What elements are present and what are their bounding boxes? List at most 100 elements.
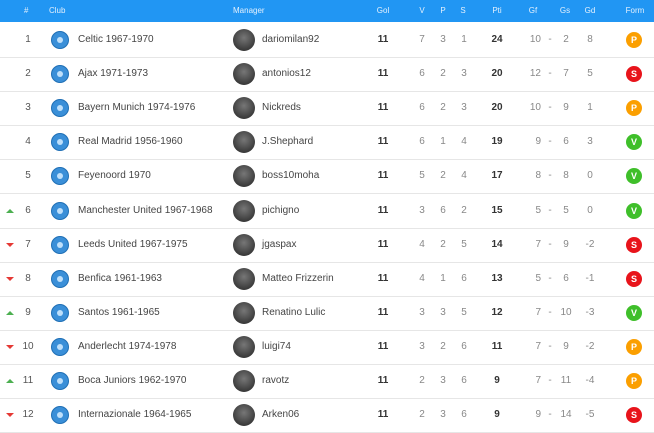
club-name: Bayern Munich 1974-1976 [78, 102, 196, 114]
wins: 6 [419, 68, 425, 80]
goals-against: 11 [560, 375, 572, 386]
wins: 2 [419, 409, 425, 421]
score-separator: - [548, 34, 552, 45]
club-name: Manchester United 1967-1968 [78, 204, 213, 216]
games: 11 [377, 409, 389, 421]
form-badge: S [626, 407, 642, 424]
form-badge: S [626, 236, 642, 253]
score-separator: - [548, 340, 552, 352]
trend-down [6, 344, 14, 349]
losses: 4 [461, 170, 467, 182]
score-separator: - [548, 204, 552, 216]
games: 11 [377, 272, 389, 284]
manager-name: Matteo Frizzerin [262, 272, 334, 284]
manager-name: Nickreds [262, 102, 301, 114]
trend-down [6, 413, 14, 418]
club-icon-ball [57, 173, 63, 180]
draws: 3 [440, 375, 446, 386]
draws: 1 [440, 136, 446, 148]
score-separator: - [548, 409, 552, 421]
manager-avatar [233, 404, 255, 427]
games: 11 [377, 136, 389, 148]
position: 11 [22, 375, 34, 386]
points: 9 [494, 409, 500, 421]
trend-down [6, 242, 14, 247]
manager-name: boss10moha [262, 170, 320, 182]
form-badge: P [626, 338, 642, 355]
club-icon [51, 167, 69, 186]
club-icon [51, 133, 69, 152]
goal-difference: 1 [587, 102, 593, 114]
club-icon-ball [57, 275, 63, 282]
table-row: 4 Real Madrid 1956-1960 J.Shephard 11 6 1 4 19 9… [0, 125, 654, 161]
table-row: 8 Benfica 1961-1963 Matteo Frizzerin 11 4 1 6 1… [0, 262, 654, 297]
club-icon [51, 201, 69, 220]
score-separator: - [548, 375, 552, 386]
goal-difference: 5 [587, 68, 593, 80]
points: 20 [491, 68, 503, 80]
club-icon-ball [57, 378, 63, 384]
manager-avatar [233, 233, 255, 256]
goal-difference: 8 [587, 34, 593, 45]
form-badge: V [626, 134, 642, 151]
draws: 2 [440, 68, 446, 80]
draws: 1 [440, 272, 446, 284]
manager-avatar [233, 335, 255, 358]
games: 11 [377, 68, 389, 80]
club-name: Santos 1961-1965 [78, 306, 160, 318]
points: 19 [491, 136, 503, 148]
club-icon-ball [57, 37, 63, 43]
goal-difference: -3 [585, 306, 595, 318]
position: 10 [22, 340, 34, 352]
games: 11 [377, 375, 389, 386]
losses: 5 [461, 306, 467, 318]
games: 11 [377, 170, 389, 182]
goals-against: 2 [563, 34, 569, 45]
manager-name: ravotz [262, 375, 290, 386]
position: 8 [25, 272, 31, 284]
position: 3 [25, 102, 31, 114]
column-header: Form [625, 6, 645, 15]
manager-name: Arken06 [262, 409, 300, 421]
manager-avatar [233, 63, 255, 86]
column-header: Manager [233, 6, 265, 15]
manager-avatar [233, 131, 255, 154]
goals-for: 7 [535, 340, 541, 352]
club-name: Ajax 1971-1973 [78, 68, 149, 80]
table-row: 12 Internazionale 1964-1965 Arken06 11 2 3 6 9 9… [0, 398, 654, 433]
manager-avatar [233, 370, 255, 392]
games: 11 [377, 238, 389, 250]
manager-name: dariomilan92 [262, 34, 320, 45]
points: 17 [491, 170, 503, 182]
losses: 3 [461, 68, 467, 80]
table-row: 6 Manchester United 1967-1968 pichigno 11 3 6… [0, 194, 654, 229]
form-badge: P [626, 32, 642, 48]
column-header: Gf [528, 6, 538, 15]
manager-name: antonios12 [262, 68, 311, 80]
club-name: Benfica 1961-1963 [78, 272, 162, 284]
goals-for: 12 [529, 68, 541, 80]
goals-against: 9 [563, 238, 569, 250]
club-icon-ball [57, 207, 63, 214]
position: 4 [25, 136, 31, 148]
goals-against: 5 [563, 204, 569, 216]
losses: 6 [461, 375, 467, 386]
losses: 6 [461, 272, 467, 284]
club-icon [51, 235, 69, 254]
goals-for: 10 [529, 34, 541, 45]
losses: 2 [461, 204, 467, 216]
club-icon [51, 303, 69, 322]
form-badge: V [626, 202, 642, 219]
losses: 4 [461, 136, 467, 148]
club-icon-ball [57, 241, 63, 248]
wins: 3 [419, 340, 425, 352]
losses: 6 [461, 409, 467, 421]
games: 11 [377, 306, 389, 318]
column-header: # [24, 6, 29, 15]
manager-avatar [233, 29, 255, 51]
games: 11 [377, 102, 389, 114]
manager-name: luigi74 [262, 340, 291, 352]
goals-for: 7 [535, 375, 541, 386]
score-separator: - [548, 170, 552, 182]
